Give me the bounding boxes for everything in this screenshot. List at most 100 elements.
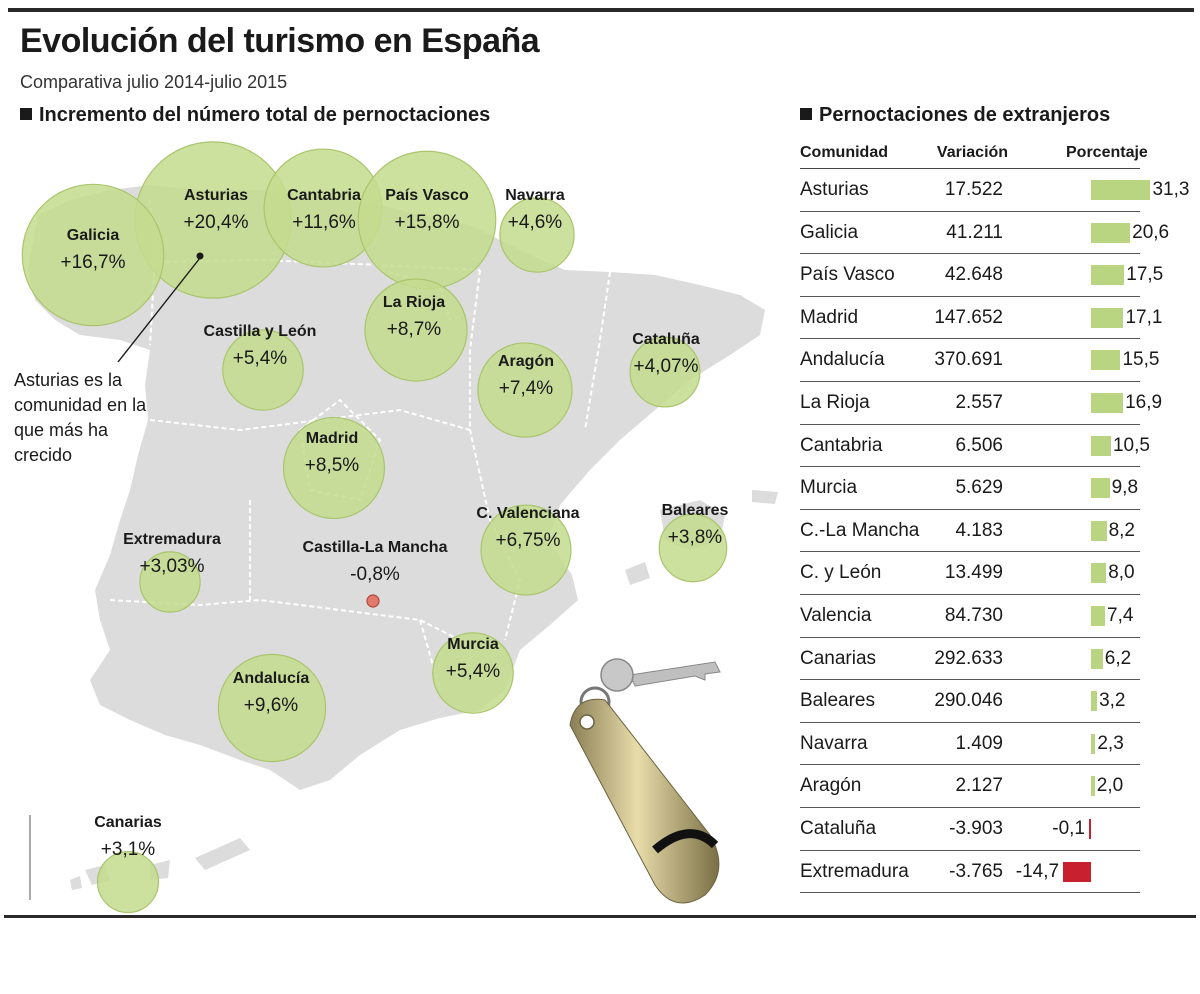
bubble-canarias <box>96 850 160 914</box>
table-row: La Rioja 2.557 16,9 <box>800 382 1162 425</box>
row-porcentaje: 20,6 <box>1132 221 1170 243</box>
bubble-madrid <box>282 416 386 520</box>
region-value-cantabria: +11,6% <box>292 212 356 233</box>
row-comunidad: Asturias <box>800 179 869 200</box>
row-variacion: 147.652 <box>934 306 1003 328</box>
menorca-shape <box>752 490 778 504</box>
row-percentage-bar <box>1091 776 1095 797</box>
row-variacion: 84.730 <box>944 604 1003 626</box>
row-comunidad: La Rioja <box>800 391 870 413</box>
bubble-galicia <box>21 183 165 327</box>
bullet-square-icon <box>20 108 32 120</box>
region-name-madrid: Madrid <box>306 430 358 447</box>
table-row: Canarias 292.633 6,2 <box>800 638 1140 681</box>
region-name-cantabria: Cantabria <box>287 187 361 204</box>
row-comunidad: Canarias <box>800 647 877 669</box>
key-head-shape <box>600 658 634 692</box>
table-row: Andalucía 370.691 15,5 <box>800 339 1159 382</box>
bubble-c-valenciana <box>480 504 572 596</box>
row-porcentaje: -14,7 <box>1015 860 1060 882</box>
region-name-navarra: Navarra <box>505 187 565 204</box>
region-value-murcia: +5,4% <box>446 661 501 682</box>
page-subtitle: Comparativa julio 2014-julio 2015 <box>20 72 288 92</box>
table-row: Galicia 41.211 20,6 <box>800 212 1169 255</box>
row-percentage-bar <box>1091 520 1107 541</box>
row-porcentaje: 8,0 <box>1108 562 1135 584</box>
row-variacion: 1.409 <box>955 732 1003 754</box>
region-bubbles <box>21 141 728 914</box>
region-value-cataluna: +4,07% <box>634 356 699 377</box>
table-row: Murcia 5.629 9,8 <box>800 467 1140 510</box>
table-row: C.-La Mancha 4.183 8,2 <box>800 510 1140 553</box>
bubble-andalucia <box>217 653 327 763</box>
row-variacion: 42.648 <box>944 264 1003 286</box>
table-row: Baleares 290.046 3,2 <box>800 680 1140 723</box>
fob-rubber-ring <box>652 829 719 854</box>
row-porcentaje: 2,0 <box>1096 775 1124 797</box>
table-body: Asturias 17.522 31,3 Galicia 41.211 20,6 País … <box>800 169 1189 894</box>
row-percentage-bar <box>1091 265 1125 286</box>
peninsula-shape <box>28 185 765 790</box>
region-name-cataluna: Cataluña <box>632 331 700 348</box>
row-variacion: 41.211 <box>946 221 1003 243</box>
fob-hole-shape <box>579 714 595 730</box>
row-porcentaje: 15,5 <box>1122 349 1160 371</box>
row-variacion: 370.691 <box>934 349 1003 371</box>
spain-map: Asturias +20,4% Galicia +16,7% Cantabria +11,… <box>21 141 778 914</box>
table-row: C. y León 13.499 8,0 <box>800 552 1140 595</box>
row-porcentaje: 9,8 <box>1111 477 1139 499</box>
region-name-asturias: Asturias <box>184 187 248 204</box>
table-row: Aragón 2.127 2,0 <box>800 765 1140 808</box>
row-variacion: 13.499 <box>944 562 1003 584</box>
row-porcentaje: -0,1 <box>1052 817 1085 839</box>
bullet-square-icon <box>800 108 812 120</box>
region-value-pais-vasco: +15,8% <box>395 212 460 233</box>
region-value-castilla-y-leon: +5,4% <box>233 348 288 369</box>
region-name-castilla-y-leon: Castilla y León <box>204 323 317 340</box>
bottom-rule <box>4 915 1196 918</box>
bubble-baleares <box>658 513 728 583</box>
map-heading-text: Incremento del número total de pernoctac… <box>39 104 491 126</box>
row-variacion: 2.127 <box>955 775 1003 797</box>
table-row: Cantabria 6.506 10,5 <box>800 425 1150 468</box>
region-name-castilla-la-mancha: Castilla-La Mancha <box>303 539 448 556</box>
row-comunidad: Baleares <box>800 690 875 712</box>
region-value-andalucia: +9,6% <box>244 695 299 716</box>
row-variacion: 4.183 <box>955 519 1003 541</box>
region-name-andalucia: Andalucía <box>233 670 310 687</box>
region-name-c-valenciana: C. Valenciana <box>476 505 579 522</box>
row-porcentaje: 7,4 <box>1107 604 1134 626</box>
column-header-variacion: Variación <box>936 144 1009 161</box>
row-comunidad: Cantabria <box>800 434 883 456</box>
table-row: Navarra 1.409 2,3 <box>800 723 1140 766</box>
row-comunidad: Navarra <box>800 732 868 754</box>
region-name-galicia: Galicia <box>67 227 120 244</box>
ibiza-shape <box>625 562 650 585</box>
region-name-baleares: Baleares <box>662 502 729 519</box>
row-porcentaje: 10,5 <box>1112 434 1150 456</box>
region-value-c-valenciana: +6,75% <box>496 530 561 551</box>
bubble-murcia <box>432 632 514 714</box>
region-value-canarias: +3,1% <box>101 839 156 860</box>
row-porcentaje: 31,3 <box>1152 179 1190 200</box>
region-value-madrid: +8,5% <box>305 455 360 476</box>
row-porcentaje: 6,2 <box>1104 647 1132 669</box>
bubble-castilla-y-leon <box>222 329 304 411</box>
bubble-navarra <box>499 197 575 273</box>
border-cataluna <box>584 271 611 431</box>
row-percentage-bar <box>1091 691 1098 712</box>
hotel-keychain-image <box>569 658 721 904</box>
table-row: País Vasco 42.648 17,5 <box>800 254 1163 297</box>
row-porcentaje: 16,9 <box>1125 391 1163 413</box>
row-percentage-bar <box>1091 648 1103 669</box>
top-rule <box>8 8 1194 12</box>
region-labels: Asturias +20,4% Galicia +16,7% Cantabria +11,… <box>61 187 729 860</box>
row-percentage-bar <box>1091 563 1107 584</box>
bubble-extremadura <box>139 551 201 613</box>
foreign-overnights-table: Comunidad Variación Porcentaje Asturias 1… <box>800 138 1189 894</box>
row-percentage-bar <box>1091 180 1151 200</box>
region-value-asturias: +20,4% <box>184 212 249 233</box>
row-porcentaje: 17,1 <box>1125 306 1163 328</box>
region-value-extremadura: +3,03% <box>140 556 205 577</box>
map-section-heading: Incremento del número total de pernoctac… <box>20 104 490 127</box>
